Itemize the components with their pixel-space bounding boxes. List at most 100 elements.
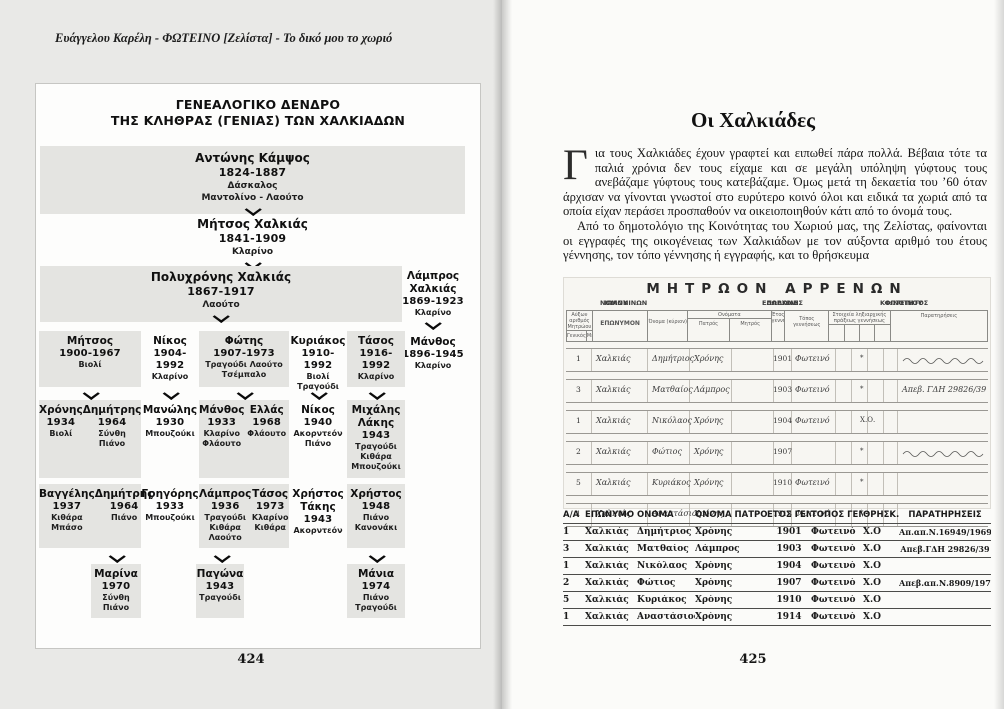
person-role: Φλάουτο (202, 439, 242, 448)
person-years: 1867-1917 (187, 285, 255, 298)
cell-birth-year: 1907 (776, 578, 802, 588)
person-name: Μήτσος (66, 335, 114, 347)
registry-col-remarks: Παρατηρήσεις (920, 313, 958, 319)
person-box-lampros-tasos: Λάμπρος 1936 Τραγούδι Κιθάρα Λαούτο Τάσο… (199, 484, 289, 548)
person-role: Ακορντεόν (293, 526, 343, 535)
cell-index: 1 (563, 561, 570, 571)
registry-title: ΜΗΤΡΩΟΝ ΑΡΡΕΝΩΝ (646, 281, 908, 297)
person-role: Λαούτο (202, 300, 240, 310)
col-header: ΕΠΩΝΥΜΟ (585, 510, 635, 520)
page-number-right: 425 (739, 652, 767, 667)
person-name: Λάκης (357, 417, 395, 429)
person-years: 1973 (255, 501, 285, 512)
person-role: Κιθάρα (209, 523, 241, 532)
person-role: Κιθάρα (360, 452, 392, 461)
person-role: Σύνθη (98, 429, 126, 438)
person-years: 1824-1887 (218, 166, 287, 179)
person-mitsos-chalkias-sr: Μήτσος Χαλκιάς 1841-1909 Κλαρίνο (40, 217, 465, 268)
person-role: Πιάνο (102, 603, 130, 612)
person-years: 1937 (52, 501, 82, 512)
person-name: Λάμπρος (199, 488, 252, 500)
person-name: Μάνια (357, 568, 395, 580)
person-grigoris: Γρηγόρης 1933 Μπουζούκι (141, 484, 199, 523)
person-role: Πιάνο (362, 593, 390, 602)
cell-father-name: Χρόνης (695, 595, 733, 605)
drop-cap: Γ (563, 142, 588, 189)
person-role: Κανονάκι (354, 523, 398, 532)
person-role: Κιθάρα (51, 513, 83, 522)
person-vangelis: Βαγγέλης 1937 Κιθάρα Μπάσο (39, 488, 95, 548)
person-role: Μαντολίνο - Λαούτο (201, 193, 304, 203)
person-years: 1968 (252, 417, 282, 428)
chevron-down-icon (111, 553, 123, 561)
person-box-tasos-sr: Τάσος 1916-1992 Κλαρίνο (347, 331, 405, 387)
person-years: 1964 (97, 417, 127, 428)
genealogy-panel: ΓΕΝΕΑΛΟΓΙΚΟ ΔΕΝΔΡΟ ΤΗΣ ΚΛΗΘΡΑΣ (ΓΕΝΙΑΣ) … (35, 83, 481, 649)
table-row: 1 Χαλκιάς Νικόλαος Χρόνης 1904 Φωτεινό Χ… (563, 558, 991, 575)
cell-surname: Χαλκιάς (585, 561, 629, 571)
table-row: 1 Χαλκιάς Δημήτριος Χρόνης 1901 Φωτεινό … (563, 524, 991, 541)
person-role: Πιάνο (304, 439, 332, 448)
person-name: Μάνθος (199, 404, 245, 416)
person-role: Μπουζούκι (145, 429, 195, 438)
tree-title-line1: ΓΕΝΕΑΛΟΓΙΚΟ ΔΕΝΔΡΟ (175, 97, 341, 112)
person-role: Κιθάρα (254, 523, 286, 532)
chevron-down-icon (371, 553, 383, 561)
registry-col-birthplace: Τόπος γεννήσεως (785, 311, 830, 341)
registry-row: 3 Χαλκιάς Ματθαίος Λάμπρος 1903 Φωτεινό * Απεβ.… (566, 379, 988, 403)
table-header-row: Α/Α ΕΠΩΝΥΜΟ ΟΝΟΜΑ ΟΝΟΜΑ ΠΑΤΡΟΣ ΕΤΟΣ ΓΕΝΝ… (563, 507, 991, 524)
col-header: ΕΤΟΣ ΓΕΝΝ (767, 510, 811, 520)
person-role: Πιάνο (98, 439, 126, 448)
person-name: Μήτσος Χαλκιάς (197, 217, 308, 231)
person-name: Γρηγόρης (141, 488, 199, 500)
person-name: Νίκος (301, 404, 335, 416)
cell-index: 5 (563, 595, 570, 605)
registry-col-firstname: Όνομα (κύριον) (648, 311, 689, 341)
person-role: Τραγούδι (199, 593, 241, 602)
person-lampros-chalkias-column: Λάμπρος Χαλκιάς 1869-1923 Κλαρίνο Μάνθος… (396, 270, 470, 371)
cell-birth-place: Φωτεινό (811, 595, 856, 605)
person-years: 1907-1973 (213, 348, 275, 359)
person-box-polychronis-chalkias: Πολυχρόνης Χαλκιάς 1867-1917 Λαούτο (40, 266, 402, 322)
person-name: Τάσος (252, 488, 289, 500)
cell-father-name: Λάμπρος (695, 544, 740, 554)
person-ellas: Ελλάς 1968 Φλάουτο (244, 404, 289, 478)
person-kyriakos: Κυριάκος 1910-1992 Βιολί Τραγούδι (289, 331, 347, 392)
person-name: Πολυχρόνης Χαλκιάς (150, 270, 292, 284)
person-name: Ελλάς (249, 404, 284, 416)
handwritten-note-squiggle (902, 451, 984, 457)
person-years: 1933 (155, 501, 185, 512)
person-role: Τσέμπαλο (221, 370, 267, 379)
person-role: Πιάνο (110, 513, 138, 522)
registry-col-parents: Ονόματα Πατρός Μητρός (688, 311, 772, 341)
cell-index: 2 (563, 578, 570, 588)
person-role: Μπουζούκι (145, 513, 195, 522)
cell-remarks (899, 571, 991, 574)
person-years: 1936 (210, 501, 240, 512)
chevron-down-icon (427, 320, 439, 328)
person-role: Μπάσο (51, 523, 83, 532)
register-table: Α/Α ΕΠΩΝΥΜΟ ΟΝΟΜΑ ΟΝΟΜΑ ΠΑΤΡΟΣ ΕΤΟΣ ΓΕΝΝ… (563, 507, 991, 626)
cell-remarks (899, 622, 991, 625)
person-role: Λαούτο (208, 533, 242, 542)
col-header: Α/Α (563, 510, 580, 520)
person-name: Τάσος (358, 335, 394, 347)
col-header: ΟΝΟΜΑ ΠΑΤΡΟΣ (695, 510, 767, 520)
person-name: Βαγγέλης (39, 488, 95, 500)
registry-region: ΝΟΜΟΥ ΙΩΑΝΝΙΝΩΝ (600, 299, 648, 307)
person-role: Πιάνο (362, 513, 390, 522)
person-years: 1916-1992 (359, 348, 393, 371)
cell-name: Αναστάσιος (637, 612, 695, 622)
person-name: Μαρίνα (94, 568, 138, 580)
page-number-left: 424 (237, 652, 265, 667)
person-name: Αντώνης Κάμψος (195, 151, 310, 165)
cell-name: Ματθαίος (637, 544, 689, 554)
person-name: Χρήστος (292, 488, 344, 500)
cell-birth-year: 1910 (776, 595, 802, 605)
cell-religion: Χ.Ο (863, 561, 881, 571)
chevron-down-icon (371, 390, 383, 398)
person-years: 1904-1992 (153, 348, 187, 371)
chapter-heading: Οι Χαλκιάδες (691, 108, 815, 132)
